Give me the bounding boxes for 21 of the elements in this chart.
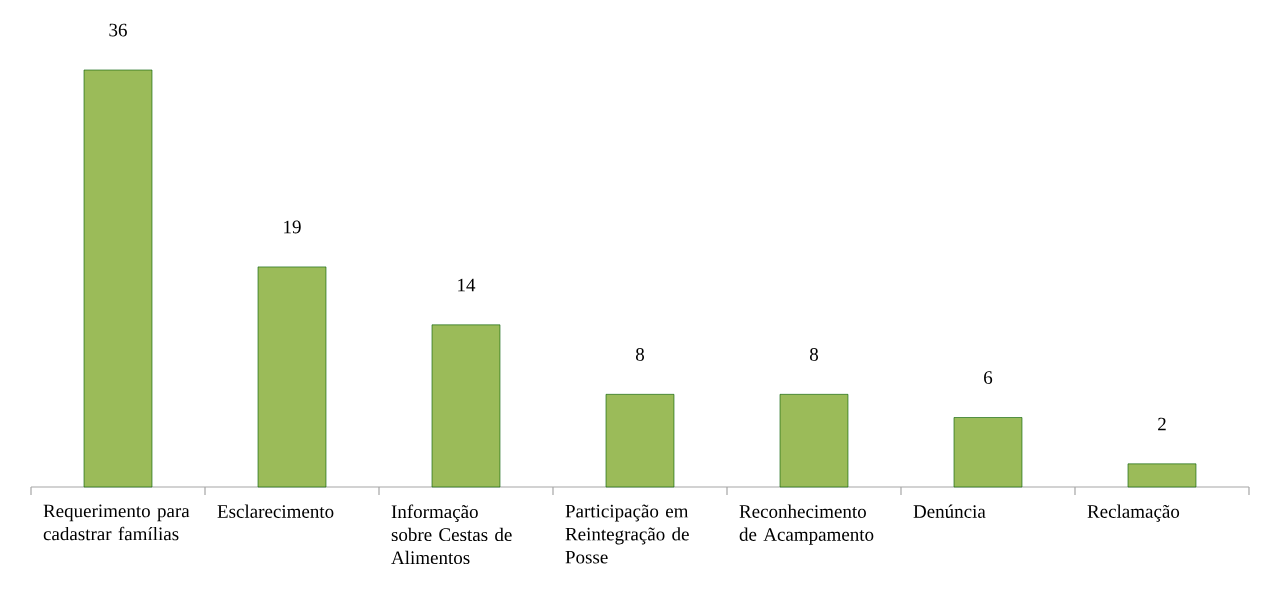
data-label: 14 <box>458 278 476 292</box>
bar <box>779 394 849 488</box>
data-label: 36 <box>109 23 127 37</box>
x-tick-label: Denúncia <box>913 504 986 518</box>
bar <box>431 324 501 488</box>
data-label: 8 <box>809 347 819 361</box>
data-label: 19 <box>284 220 301 234</box>
data-label: 6 <box>984 371 993 384</box>
data-label: 2 <box>1158 417 1166 431</box>
data-label: 8 <box>635 347 645 361</box>
bar <box>605 394 675 488</box>
bar <box>1127 463 1197 488</box>
x-tick-label: Esclarecimento <box>217 504 334 518</box>
x-tick-label: Participação em Reintegração de Posse <box>565 504 689 564</box>
x-tick-label: Reconhecimento de Acampamento <box>739 504 874 545</box>
bar <box>83 69 153 488</box>
x-tick-label: Informação sobre Cestas de Alimentos <box>391 504 512 565</box>
x-tick-label: Requerimento para cadastrar famílias <box>43 504 190 541</box>
x-tick-label: Reclamação <box>1087 504 1180 522</box>
bar <box>953 417 1023 488</box>
bar <box>257 266 327 488</box>
